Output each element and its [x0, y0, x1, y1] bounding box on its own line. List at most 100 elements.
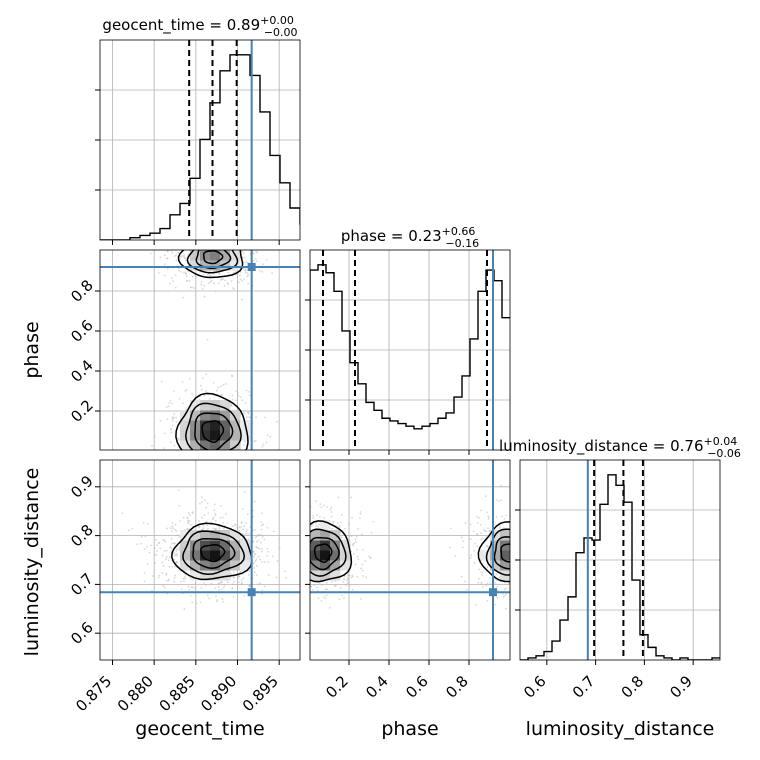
- sample-point: [524, 577, 526, 579]
- sample-point: [252, 516, 255, 518]
- sample-point: [308, 533, 310, 535]
- sample-point: [233, 271, 236, 274]
- sample-point: [530, 592, 532, 594]
- sample-point: [286, 536, 288, 538]
- density-cell: [180, 440, 191, 450]
- sample-point: [244, 490, 246, 493]
- sample-point: [222, 600, 224, 603]
- sample-point: [537, 583, 539, 585]
- sample-point: [167, 578, 170, 581]
- sample-point: [534, 588, 536, 590]
- ytick-label-phase: 0.6: [67, 316, 97, 346]
- sample-point: [274, 546, 276, 548]
- sample-point: [248, 584, 251, 587]
- density-cell: [190, 560, 201, 571]
- density-cell: [240, 430, 251, 441]
- sample-point: [295, 575, 297, 577]
- sample-point: [244, 522, 247, 525]
- sample-point: [165, 549, 168, 552]
- sample-point: [211, 466, 213, 468]
- density-cell: [230, 410, 241, 421]
- sample-point: [219, 245, 221, 247]
- sample-point: [496, 597, 499, 599]
- contour-line: [493, 536, 510, 570]
- sample-point: [263, 561, 266, 563]
- density-cell: [310, 560, 321, 571]
- sample-point: [247, 238, 249, 240]
- sample-point: [195, 275, 198, 278]
- sample-point: [340, 536, 343, 539]
- sample-point: [201, 456, 203, 458]
- sample-point: [531, 530, 533, 532]
- sample-point: [540, 540, 542, 542]
- ytick-label-luminosity_distance: 0.6: [67, 618, 97, 648]
- xtick-label-luminosity_distance: 0.6: [520, 672, 550, 702]
- sample-point: [210, 279, 213, 282]
- sample-point: [300, 557, 302, 559]
- sample-point: [169, 546, 172, 549]
- sample-point: [232, 595, 235, 598]
- sample-point: [340, 521, 342, 524]
- sample-point: [247, 411, 249, 414]
- sample-point: [554, 560, 556, 562]
- sample-point: [255, 545, 258, 548]
- sample-point: [475, 533, 478, 535]
- sample-point: [522, 563, 524, 565]
- sample-point: [247, 538, 250, 540]
- sample-point: [212, 241, 214, 243]
- density-cell: [190, 440, 201, 450]
- contour-line: [194, 412, 234, 450]
- sample-point: [263, 451, 265, 453]
- density-cell: [500, 550, 510, 561]
- density-cell: [220, 420, 231, 431]
- sample-point: [173, 390, 175, 392]
- sample-point: [348, 574, 351, 577]
- sample-point: [191, 601, 194, 604]
- sample-point: [218, 457, 220, 459]
- sample-point: [511, 538, 513, 540]
- sample-point: [181, 381, 184, 383]
- sample-point: [165, 579, 168, 582]
- sample-point: [301, 559, 303, 561]
- sample-point: [227, 271, 230, 274]
- sample-point: [361, 563, 364, 566]
- sample-point: [267, 574, 270, 576]
- sample-point: [257, 583, 260, 586]
- sample-point: [214, 290, 217, 293]
- sample-point: [214, 512, 217, 515]
- sample-point: [253, 500, 256, 503]
- sample-point: [183, 271, 185, 274]
- sample-point: [246, 234, 248, 236]
- density-cell: [220, 430, 231, 441]
- density-cell: [330, 570, 341, 581]
- sample-point: [527, 579, 529, 581]
- sample-point: [243, 256, 246, 259]
- sample-point: [544, 543, 546, 545]
- sample-point: [238, 526, 241, 529]
- sample-point: [354, 540, 357, 543]
- sample-point: [231, 587, 234, 590]
- sample-point: [529, 544, 531, 546]
- sample-point: [206, 245, 208, 247]
- sample-point: [307, 545, 309, 547]
- sample-point: [171, 542, 174, 545]
- sample-point: [140, 542, 143, 545]
- sample-point: [226, 452, 228, 454]
- sample-point: [187, 521, 190, 524]
- sample-point: [174, 286, 177, 289]
- xlabel-phase: phase: [381, 718, 438, 740]
- sample-point: [339, 587, 342, 589]
- sample-point: [175, 416, 178, 419]
- sample-point: [209, 281, 212, 283]
- sample-point: [261, 561, 263, 563]
- sample-point: [186, 528, 189, 531]
- sample-point: [218, 527, 221, 530]
- sample-point: [532, 545, 534, 547]
- sample-point: [535, 570, 537, 572]
- density-cell: [210, 420, 221, 431]
- sample-point: [222, 240, 224, 242]
- sample-point: [517, 513, 519, 515]
- sample-point: [512, 530, 514, 532]
- sample-point: [520, 561, 522, 563]
- sample-point: [517, 519, 519, 521]
